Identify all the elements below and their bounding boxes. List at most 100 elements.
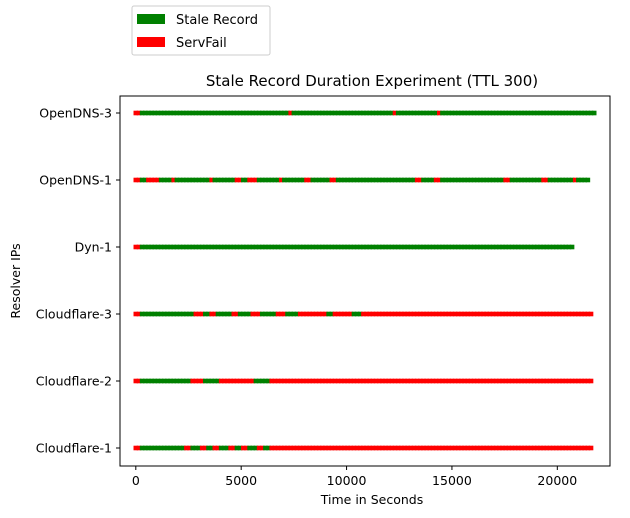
servfail-point (136, 110, 142, 116)
stale-record-point (531, 110, 537, 116)
stale-record-point (193, 110, 199, 116)
stale-record-point (180, 311, 186, 317)
servfail-point (424, 311, 429, 317)
servfail-point (512, 378, 518, 384)
stale-record-point (367, 110, 373, 116)
servfail-point (272, 378, 278, 384)
servfail-point (550, 311, 556, 317)
stale-record-point (168, 445, 173, 451)
servfail-point (446, 445, 452, 451)
servfail-point (320, 378, 325, 384)
servfail-point (402, 311, 407, 317)
servfail-point (256, 311, 262, 317)
stale-record-point (297, 110, 303, 116)
stale-record-point (364, 244, 369, 250)
servfail-point (278, 311, 284, 317)
servfail-point (237, 177, 243, 183)
stale-record-point (338, 244, 344, 250)
servfail-point (553, 311, 559, 317)
stale-record-point (158, 110, 164, 116)
stale-record-point (190, 244, 196, 250)
servfail-point (519, 311, 524, 317)
servfail-point (389, 445, 395, 451)
stale-record-point (389, 244, 395, 250)
stale-record-point (161, 177, 167, 183)
servfail-point (411, 445, 417, 451)
stale-record-point (139, 177, 145, 183)
stale-record-point (282, 177, 287, 183)
stale-record-point (323, 244, 328, 250)
stale-record-point (335, 110, 341, 116)
servfail-point (569, 445, 575, 451)
stale-record-point (405, 177, 410, 183)
stale-record-point (142, 177, 148, 183)
servfail-point (563, 445, 569, 451)
stale-record-point (519, 110, 524, 116)
stale-record-point (149, 311, 154, 317)
stale-record-point (534, 110, 540, 116)
stale-record-point (572, 110, 578, 116)
stale-record-point (484, 177, 490, 183)
stale-record-point (427, 244, 433, 250)
servfail-point (307, 177, 312, 183)
stale-record-point (212, 177, 218, 183)
servfail-point (338, 311, 344, 317)
servfail-point (560, 311, 565, 317)
stale-record-point (313, 177, 319, 183)
stale-record-point (512, 110, 518, 116)
stale-record-point (155, 378, 161, 384)
stale-record-point (184, 177, 189, 183)
stale-record-point (522, 244, 527, 250)
x-tick-label: 15000 (432, 473, 472, 488)
servfail-point (209, 311, 214, 317)
stale-record-point (158, 378, 164, 384)
stale-record-point (424, 244, 429, 250)
servfail-point (275, 311, 281, 317)
servfail-point (402, 445, 407, 451)
stale-record-point (326, 110, 331, 116)
servfail-point (424, 378, 429, 384)
servfail-point (329, 445, 335, 451)
stale-record-point (225, 244, 230, 250)
servfail-point (152, 177, 158, 183)
servfail-point (582, 311, 588, 317)
stale-record-point (165, 378, 170, 384)
stale-record-point (285, 177, 290, 183)
servfail-point (395, 311, 401, 317)
servfail-point (370, 311, 376, 317)
servfail-point (572, 445, 578, 451)
stale-record-point (525, 110, 531, 116)
servfail-point (572, 311, 578, 317)
servfail-point (282, 378, 287, 384)
y-axis: Cloudflare-1 Cloudflare-2 Cloudflare-3 Dyn-… (36, 106, 120, 456)
servfail-point (506, 177, 512, 183)
servfail-point (380, 445, 385, 451)
stale-record-point (149, 110, 154, 116)
servfail-point (500, 445, 505, 451)
servfail-point (380, 378, 385, 384)
servfail-point (392, 110, 398, 116)
servfail-point (471, 311, 477, 317)
servfail-point (544, 378, 550, 384)
stale-record-point (297, 177, 303, 183)
servfail-point (588, 445, 594, 451)
servfail-point (512, 311, 518, 317)
servfail-point (427, 378, 433, 384)
stale-record-point (481, 177, 486, 183)
stale-record-point (253, 378, 259, 384)
servfail-point (329, 378, 335, 384)
servfail-point (313, 445, 319, 451)
servfail-point (585, 311, 591, 317)
stale-record-point (142, 244, 148, 250)
servfail-point (354, 445, 360, 451)
stale-record-point (474, 244, 480, 250)
stale-record-point (263, 244, 268, 250)
stale-record-point (203, 110, 208, 116)
servfail-point (278, 445, 284, 451)
stale-record-point (591, 110, 597, 116)
servfail-point (196, 378, 202, 384)
stale-record-point (534, 177, 540, 183)
servfail-point (367, 311, 373, 317)
y-axis-label: Resolver IPs (8, 243, 23, 318)
stale-record-point (522, 177, 527, 183)
